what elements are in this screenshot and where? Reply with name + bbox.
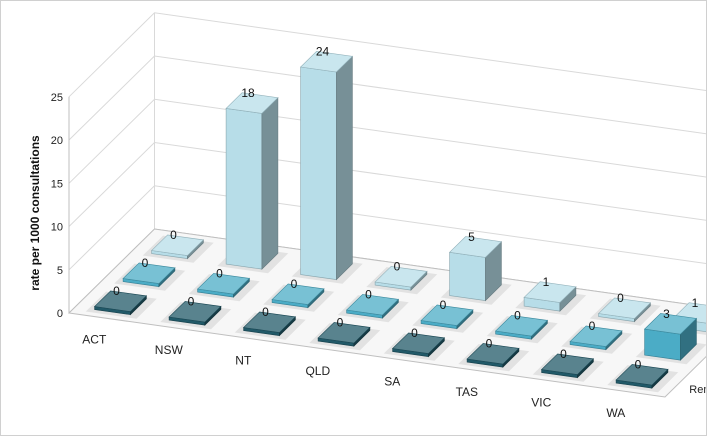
category-label: WA [606, 406, 625, 420]
y-tick-label: 15 [51, 178, 63, 190]
data-label: 3 [663, 307, 670, 321]
bar-rural-vic: 0 [561, 319, 633, 354]
bar-urban-act: 0 [142, 228, 214, 263]
bar-urban-nt: 24 [291, 45, 363, 284]
data-label: 0 [411, 326, 418, 340]
bar-rural-tas: 0 [486, 309, 558, 344]
y-tick-label: 0 [57, 308, 63, 320]
category-label: QLD [305, 364, 330, 378]
bar-remote-act: 0 [85, 284, 157, 319]
series-labels: Urban ILIRural ILIRemote ILI [689, 384, 706, 396]
data-label: 0 [262, 305, 269, 319]
data-label: 0 [560, 347, 567, 361]
data-label: 0 [113, 284, 120, 298]
bar-remote-nsw: 0 [160, 295, 232, 330]
data-label: 0 [291, 277, 298, 291]
bar-urban-qld: 0 [366, 260, 438, 295]
data-label: 24 [316, 45, 330, 59]
bar-remote-tas: 0 [458, 337, 530, 372]
data-label: 0 [514, 309, 521, 323]
data-label: 5 [468, 230, 475, 244]
category-labels: ACT NSW NT QLD SA TAS VIC WA [82, 332, 625, 420]
data-label: 0 [142, 256, 149, 270]
bar-remote-sa: 0 [383, 326, 455, 361]
bar-remote-wa: 0 [607, 358, 679, 393]
bar-remote-nt: 0 [234, 305, 306, 340]
y-tick-label: 20 [51, 135, 63, 147]
bar-rural-sa: 0 [412, 298, 484, 333]
data-label: 0 [486, 337, 493, 351]
data-label: 0 [635, 358, 642, 372]
data-label: 1 [543, 275, 550, 289]
gridline [68, 55, 706, 141]
y-axis-label: rate per 1000 consultations [28, 135, 42, 291]
y-tick-label: 25 [51, 92, 63, 104]
category-label: TAS [456, 385, 478, 399]
y-tick-label: 5 [57, 265, 63, 277]
category-label: SA [384, 374, 400, 388]
gridline [68, 98, 706, 184]
bar-urban-tas: 1 [515, 275, 587, 316]
bar-rural-wa: 3 [635, 307, 706, 365]
category-label: NSW [155, 343, 184, 357]
data-label: 0 [617, 291, 624, 305]
bar-rural-qld: 0 [337, 288, 409, 323]
data-label: 0 [589, 319, 596, 333]
data-label: 0 [394, 260, 401, 274]
category-label: VIC [531, 395, 551, 409]
data-label: 18 [241, 86, 255, 100]
bar-urban-vic: 0 [589, 291, 661, 326]
y-axis-ticks: 0 5 10 15 20 25 [51, 92, 63, 320]
bar-rural-nsw: 0 [188, 267, 260, 302]
gridline [68, 12, 706, 98]
y-tick-label: 10 [51, 222, 63, 234]
series-label: Remote ILI [689, 384, 706, 396]
bar-remote-vic: 0 [532, 347, 604, 382]
bar-remote-qld: 0 [309, 316, 381, 351]
data-label: 1 [692, 296, 699, 310]
category-label: NT [235, 353, 252, 367]
data-label: 0 [337, 316, 344, 330]
data-label: 0 [440, 298, 447, 312]
bar-urban-sa: 5 [440, 230, 512, 305]
data-label: 0 [170, 228, 177, 242]
bar-rural-nt: 0 [263, 277, 335, 312]
data-label: 0 [365, 288, 372, 302]
data-label: 0 [188, 295, 195, 309]
bar-urban-nsw: 18 [217, 86, 289, 274]
data-label: 0 [216, 267, 223, 281]
gridline [68, 141, 706, 227]
category-label: ACT [82, 332, 107, 346]
bar-rural-act: 0 [114, 256, 186, 291]
